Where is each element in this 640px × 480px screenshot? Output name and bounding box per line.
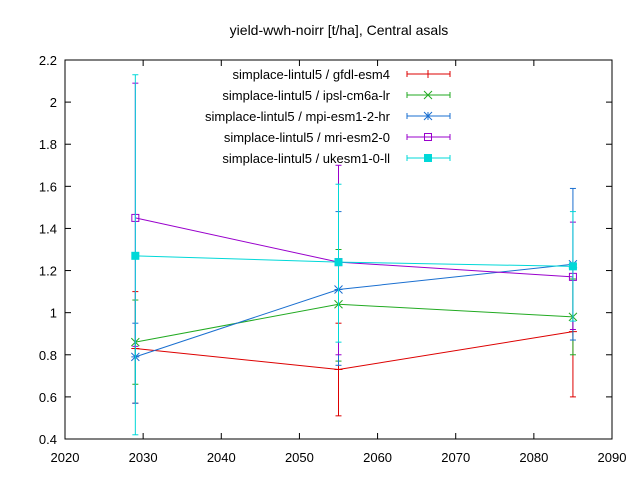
y-tick-label: 0.4 bbox=[39, 432, 57, 447]
x-tick-label: 2040 bbox=[207, 450, 236, 465]
data-point bbox=[334, 258, 343, 267]
legend-label: simplace-lintul5 / gfdl-esm4 bbox=[232, 67, 390, 82]
y-tick-label: 1.2 bbox=[39, 264, 57, 279]
legend-entry-4: simplace-lintul5 / mri-esm2-0 bbox=[224, 130, 451, 145]
series-3 bbox=[130, 187, 578, 404]
y-tick-label: 2.2 bbox=[39, 53, 57, 68]
x-tick-label: 2020 bbox=[51, 450, 80, 465]
series-2 bbox=[130, 249, 578, 385]
data-point bbox=[568, 262, 577, 271]
legend-entry-5: simplace-lintul5 / ukesm1-0-ll bbox=[222, 151, 451, 166]
series-1 bbox=[131, 265, 577, 417]
legend-entry-3: simplace-lintul5 / mpi-esm1-2-hr bbox=[205, 109, 451, 124]
y-tick-label: 2 bbox=[50, 95, 57, 110]
legend-marker bbox=[424, 70, 432, 78]
legend-marker bbox=[423, 111, 433, 121]
series-line bbox=[135, 255, 573, 267]
legend-marker bbox=[424, 133, 432, 141]
series-line bbox=[135, 217, 573, 278]
data-point bbox=[334, 365, 343, 374]
series-5 bbox=[131, 74, 577, 436]
y-tick-label: 0.6 bbox=[39, 390, 57, 405]
plot-area: 2020 2030 2040 2050 2060 2070 2080 2090 0.4 0.6 0.… bbox=[39, 53, 627, 465]
legend-label: simplace-lintul5 / ukesm1-0-ll bbox=[222, 151, 390, 166]
legend-label: simplace-lintul5 / mri-esm2-0 bbox=[224, 130, 390, 145]
data-point bbox=[131, 251, 140, 260]
legend-entry-1: simplace-lintul5 / gfdl-esm4 bbox=[232, 67, 451, 82]
legend-marker bbox=[423, 90, 433, 100]
series-line bbox=[135, 303, 573, 343]
y-tick-label: 1.6 bbox=[39, 179, 57, 194]
legend: simplace-lintul5 / gfdl-esm4 simplace-lin… bbox=[205, 67, 451, 166]
y-tick-label: 0.8 bbox=[39, 348, 57, 363]
plot-frame bbox=[64, 59, 613, 440]
y-tick-label: 1.4 bbox=[39, 221, 57, 236]
y-tick-label: 1.8 bbox=[39, 137, 57, 152]
x-tick-label: 2070 bbox=[441, 450, 470, 465]
series-line bbox=[135, 331, 574, 371]
x-tick-label: 2060 bbox=[363, 450, 392, 465]
legend-marker bbox=[424, 154, 432, 162]
legend-label: simplace-lintul5 / mpi-esm1-2-hr bbox=[205, 109, 391, 124]
legend-label: simplace-lintul5 / ipsl-cm6a-lr bbox=[222, 88, 390, 103]
legend-entry-2: simplace-lintul5 / ipsl-cm6a-lr bbox=[222, 88, 451, 103]
x-tick-label: 2090 bbox=[598, 450, 627, 465]
x-tick-label: 2030 bbox=[129, 450, 158, 465]
series-line bbox=[135, 263, 573, 358]
chart-title: yield-wwh-noirr [t/ha], Central asals bbox=[230, 22, 449, 38]
x-tick-label: 2080 bbox=[519, 450, 548, 465]
y-tick-label: 1 bbox=[50, 306, 57, 321]
x-tick-label: 2050 bbox=[285, 450, 314, 465]
